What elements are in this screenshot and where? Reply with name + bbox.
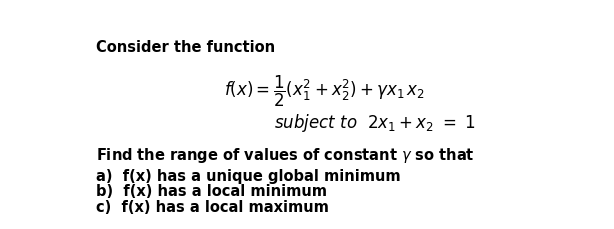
Text: Find the range of values of constant $\gamma$ so that: Find the range of values of constant $\g…	[96, 146, 475, 165]
Text: $f(x) = \dfrac{1}{2}(x_1^2 + x_2^2) + \gamma x_1\, x_2$: $f(x) = \dfrac{1}{2}(x_1^2 + x_2^2) + \g…	[223, 73, 425, 109]
Text: Consider the function: Consider the function	[96, 40, 275, 55]
Text: b)  f(x) has a local minimum: b) f(x) has a local minimum	[96, 184, 327, 199]
Text: $\mathbf{\mathit{subject\ to}}$$\ \ 2x_1 + x_2\ =\ 1$: $\mathbf{\mathit{subject\ to}}$$\ \ 2x_1…	[274, 112, 476, 134]
Text: c)  f(x) has a local maximum: c) f(x) has a local maximum	[96, 200, 328, 215]
Text: a)  f(x) has a unique global minimum: a) f(x) has a unique global minimum	[96, 169, 400, 184]
